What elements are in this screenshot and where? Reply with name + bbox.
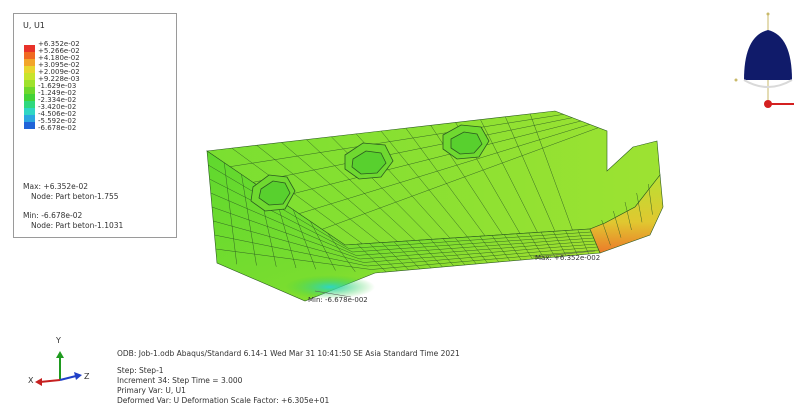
legend-min-node: Node: Part beton-1.1031 xyxy=(31,221,124,230)
legend-swatch xyxy=(24,122,35,129)
legend-max-node: Node: Part beton-1.755 xyxy=(31,192,119,201)
legend-swatch xyxy=(24,73,35,80)
legend-color-bar xyxy=(24,45,35,129)
legend-swatch xyxy=(24,45,35,52)
triad-x-label: X xyxy=(28,376,34,385)
legend-title: U, U1 xyxy=(23,21,45,30)
legend-level-value: +3.095e-02 xyxy=(38,61,80,69)
legend-swatch xyxy=(24,94,35,101)
mesh-lines xyxy=(208,113,653,273)
legend-level-value: +2.009e-02 xyxy=(38,68,80,76)
legend-swatch xyxy=(24,66,35,73)
max-annotation: Max: +6.352e-002 xyxy=(535,254,601,262)
legend-max-label: Max: +6.352e-02 xyxy=(23,182,89,191)
legend-swatch xyxy=(24,80,35,87)
legend-swatch xyxy=(24,87,35,94)
legend-swatch xyxy=(24,52,35,59)
view-orientation-icon[interactable] xyxy=(728,8,798,118)
legend-level-value: +4.180e-02 xyxy=(38,54,80,62)
legend-level-value: -5.592e-02 xyxy=(38,117,77,125)
legend-levels: +6.352e-02 +5.266e-02 +4.180e-02 +3.095e-02… xyxy=(38,41,80,132)
odb-info: ODB: Job-1.odb Abaqus/Standard 6.14-1 We… xyxy=(117,349,460,358)
legend-level-value: +6.352e-02 xyxy=(38,40,80,48)
legend-level-value: +5.266e-02 xyxy=(38,47,80,55)
legend-level-value: -3.420e-02 xyxy=(38,103,77,111)
legend-min-label: Min: -6.678e-02 xyxy=(23,211,83,220)
legend-swatch xyxy=(24,108,35,115)
legend-swatch xyxy=(24,101,35,108)
min-pointer xyxy=(314,290,352,298)
deformed-var-info: Deformed Var: U Deformation Scale Factor… xyxy=(117,396,330,405)
triad-z-label: Z xyxy=(84,372,90,381)
legend-level-value: -1.629e-03 xyxy=(38,82,77,90)
contour-legend: U, U1 +6.352e-02 +5.266e-02 +4.180e-02 +3.0… xyxy=(13,13,177,238)
increment-info: Increment 34: Step Time = 3.000 xyxy=(117,376,243,385)
legend-level-value: +9.228e-03 xyxy=(38,75,80,83)
max-pointer xyxy=(532,250,596,258)
legend-level-value: -2.334e-02 xyxy=(38,96,77,104)
legend-level-value: -4.506e-02 xyxy=(38,110,77,118)
legend-level-value: -1.249e-02 xyxy=(38,89,77,97)
triad-y-label: Y xyxy=(56,336,61,345)
min-annotation: Min: -6.678e-002 xyxy=(308,296,368,304)
step-info: Step: Step-1 xyxy=(117,366,164,375)
legend-swatch xyxy=(24,59,35,66)
legend-swatch xyxy=(24,115,35,122)
bolt-holes xyxy=(250,124,490,212)
legend-level-value: -6.678e-02 xyxy=(38,124,77,132)
primary-var-info: Primary Var: U, U1 xyxy=(117,386,186,395)
deformed-mesh-model[interactable] xyxy=(195,105,675,305)
